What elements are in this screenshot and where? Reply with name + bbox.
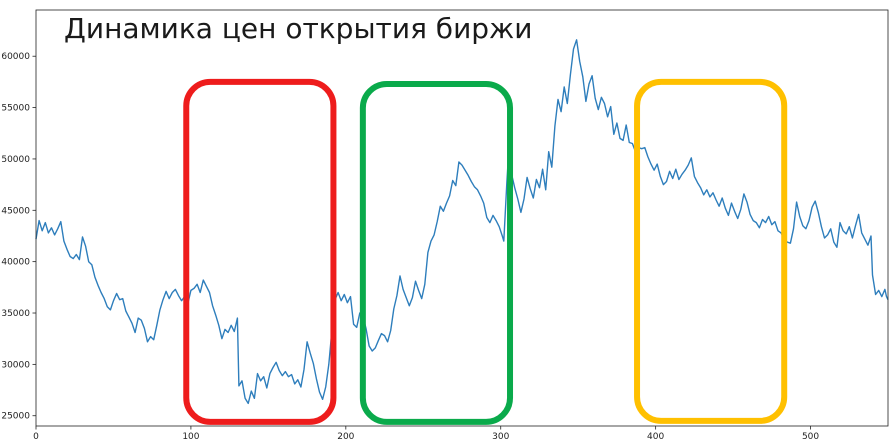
highlight-box-2 <box>634 78 788 424</box>
x-tick-label: 200 <box>337 432 354 442</box>
y-tick-label: 40000 <box>1 258 30 268</box>
x-tick-label: 100 <box>182 432 199 442</box>
y-tick-label: 30000 <box>1 360 30 370</box>
chart-title: Динамика цен открытия биржи <box>64 12 533 45</box>
highlight-box-0 <box>183 78 337 425</box>
series-line-0 <box>35 39 889 405</box>
plot-background <box>36 10 888 426</box>
x-tick-label: 500 <box>802 432 819 442</box>
x-tick-label: 0 <box>33 432 39 442</box>
y-tick-label: 55000 <box>1 104 30 114</box>
y-tick-label: 50000 <box>1 155 30 165</box>
series-layer <box>35 39 889 405</box>
plot-frame <box>35 9 889 427</box>
x-tick-label: 300 <box>492 432 509 442</box>
y-tick-label: 25000 <box>1 412 30 422</box>
highlight-layer <box>183 78 788 425</box>
x-tick-label: 400 <box>647 432 664 442</box>
y-tick-label: 35000 <box>1 309 30 319</box>
y-tick-label: 45000 <box>1 206 30 216</box>
highlight-box-1 <box>359 80 514 425</box>
y-tick-label: 60000 <box>1 52 30 62</box>
axis-layer: 25000 30000 35000 40000 45000 50000 55000 60000… <box>1 9 889 442</box>
